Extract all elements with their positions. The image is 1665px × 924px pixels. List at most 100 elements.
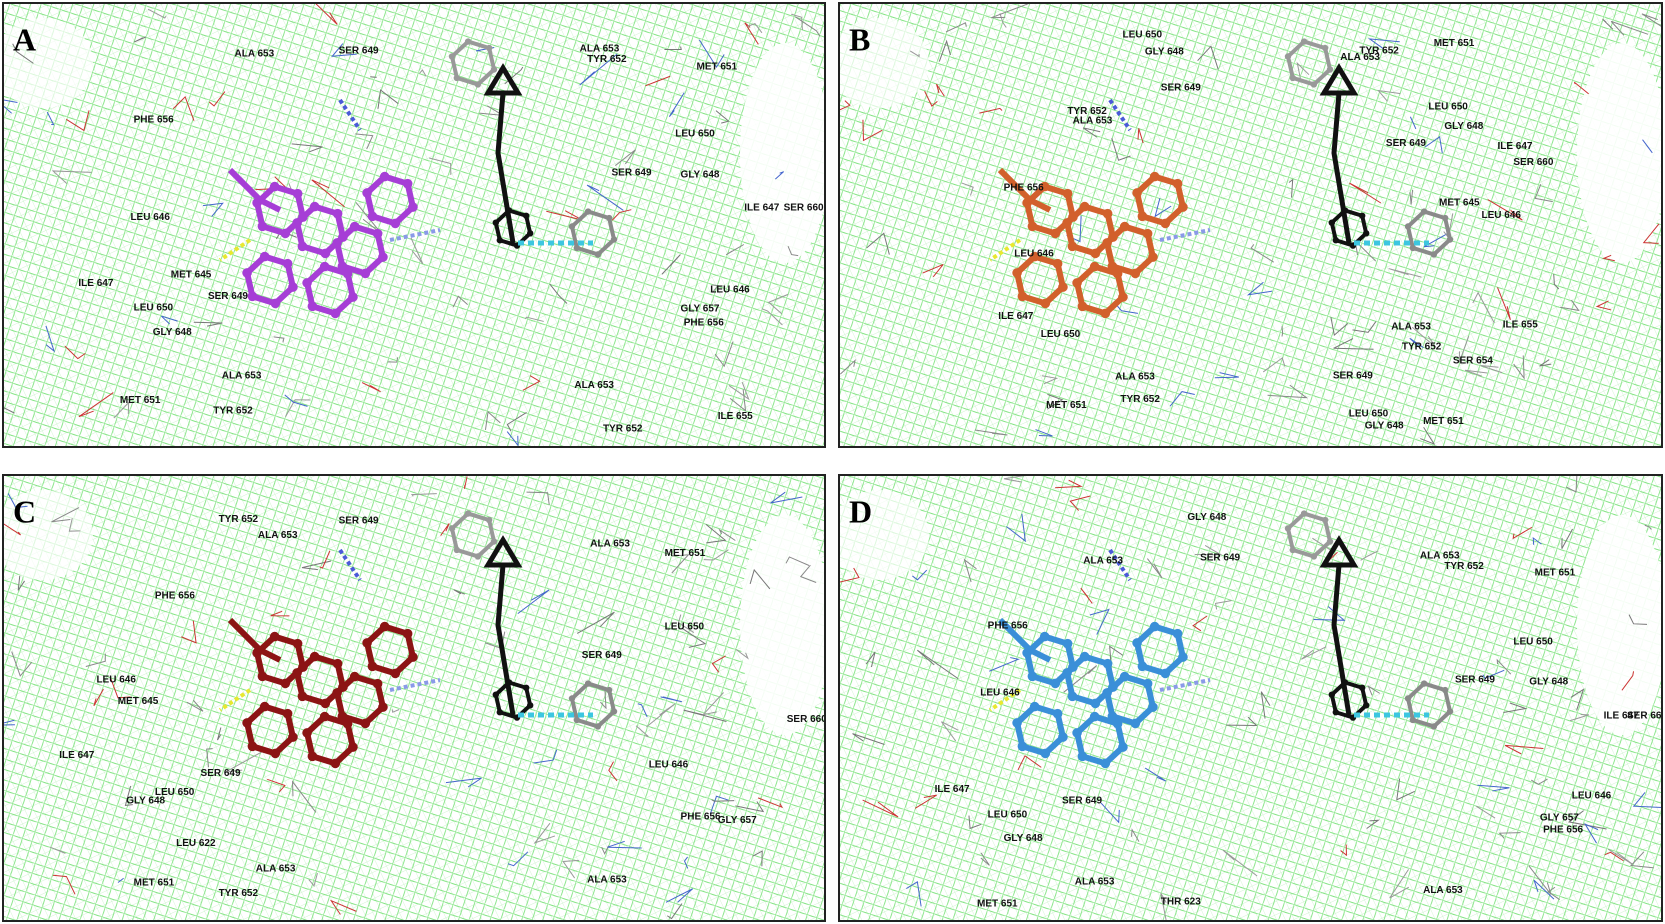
residue-stick [1630, 851, 1654, 869]
residue-stick [705, 523, 727, 544]
atom [1362, 230, 1370, 237]
residue-label: GLY 648 [681, 170, 720, 181]
residue-label: ALA 653 [1083, 556, 1123, 567]
atom [594, 723, 602, 730]
atom [348, 742, 358, 752]
residue-stick [206, 748, 213, 768]
atom [1029, 251, 1040, 262]
atom [1062, 218, 1072, 228]
residue-stick [64, 345, 86, 360]
residue-label: GLY 657 [681, 303, 720, 314]
atom [492, 219, 500, 226]
atom [408, 202, 418, 212]
residue-stick [3, 719, 15, 726]
residue-stick [7, 493, 28, 509]
residue-label: ILE 647 [59, 750, 94, 761]
residue-stick [664, 46, 682, 50]
atom [1409, 244, 1417, 252]
atom [474, 81, 482, 88]
residue-stick [1464, 369, 1488, 377]
panel-letter: B [849, 21, 870, 57]
residue-stick [1458, 336, 1470, 363]
atom [1332, 709, 1339, 716]
residue-label: GLY 648 [153, 327, 192, 338]
residue-label: SER 649 [201, 768, 241, 779]
residue-stick [714, 341, 734, 368]
residue-stick [1377, 89, 1401, 102]
residue-label: PHE 656 [1004, 182, 1044, 193]
atom [1067, 691, 1078, 702]
residue-label: MET 651 [120, 395, 161, 406]
residue-label: LEU 650 [1349, 409, 1389, 420]
residue-stick [1477, 784, 1510, 792]
residue-label: GLY 657 [718, 815, 757, 826]
residue-stick [938, 39, 951, 62]
residue-stick [665, 888, 693, 903]
atom [1430, 251, 1438, 258]
residue-stick [267, 778, 286, 793]
residue-stick [186, 700, 204, 712]
residue-stick [611, 209, 632, 221]
residue-stick [1301, 646, 1327, 660]
residue-stick [1610, 20, 1649, 36]
atom [390, 218, 401, 229]
atom [1119, 671, 1130, 682]
residue-label: ILE 647 [78, 278, 113, 289]
atom [282, 708, 293, 719]
residue-stick [549, 283, 568, 304]
atom [1142, 678, 1153, 689]
residue-label: LEU 650 [1041, 329, 1081, 340]
residue-label: LEU 646 [1014, 248, 1054, 259]
residue-label: GLY 648 [1444, 121, 1483, 132]
residue-label: GLY 648 [1187, 512, 1226, 523]
residue-stick [729, 389, 747, 412]
residue-label: TYR 652 [219, 514, 259, 525]
atom [568, 223, 576, 230]
residue-stick [1367, 685, 1381, 696]
atom [259, 701, 270, 712]
atom [610, 236, 618, 243]
atom [297, 241, 308, 252]
residue-stick [314, 3, 338, 25]
atom [1446, 236, 1454, 243]
residue-stick [1131, 828, 1140, 842]
residue-label: TYR 652 [213, 405, 253, 416]
atom [1420, 680, 1428, 687]
atom [280, 228, 291, 239]
residue-stick [1144, 767, 1167, 782]
residue-stick [440, 523, 450, 536]
atom [1089, 711, 1100, 722]
residue-stick [916, 649, 959, 680]
atom [496, 237, 503, 244]
residue-label: LEU 650 [665, 622, 705, 633]
residue-label: LEU 650 [1123, 30, 1163, 41]
atom [1130, 268, 1141, 279]
residue-stick [46, 111, 55, 126]
residue-stick [1330, 317, 1349, 337]
atom [573, 716, 581, 724]
residue-stick [273, 336, 285, 343]
residue-stick [974, 429, 1008, 436]
atom [1332, 237, 1339, 244]
residue-stick [1539, 359, 1552, 367]
residue-label: PHE 656 [988, 620, 1028, 631]
residue-stick [1214, 372, 1239, 379]
residue-stick [1047, 393, 1064, 410]
residue-label: ALA 653 [574, 380, 614, 391]
residue-stick [193, 321, 223, 327]
atom [379, 171, 390, 182]
atom [330, 758, 341, 769]
residue-stick [1534, 183, 1553, 203]
residue-stick [715, 110, 730, 124]
residue-stick [124, 785, 133, 806]
residue-label: MET 651 [1434, 38, 1475, 49]
residue-stick [301, 560, 332, 571]
residue-stick [1602, 254, 1615, 262]
residue-stick [761, 308, 783, 326]
residue-stick [1423, 232, 1449, 248]
atom [464, 38, 472, 45]
residue-label: LEU 650 [1428, 102, 1468, 113]
atom [280, 678, 291, 689]
residue-stick [216, 727, 222, 741]
residue-stick [329, 899, 357, 915]
